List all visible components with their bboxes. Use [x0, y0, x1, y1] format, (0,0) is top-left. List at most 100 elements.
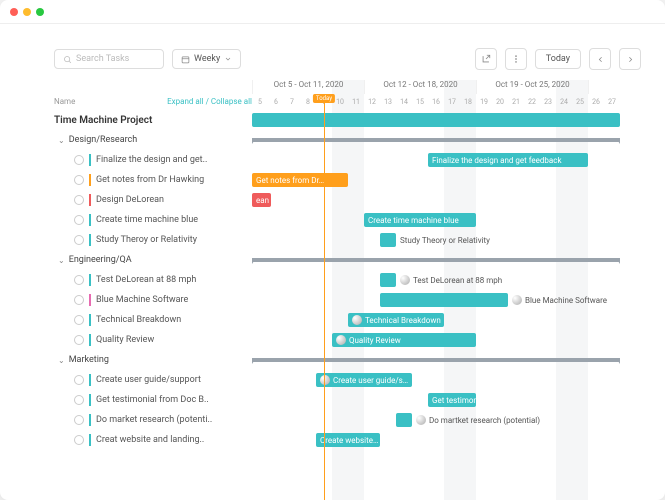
summary-bar[interactable]	[252, 138, 620, 142]
gantt-bar[interactable]: Quality Review	[332, 333, 476, 347]
group-row[interactable]: ⌄Design/Research	[54, 135, 137, 145]
task-row[interactable]: Design DeLorean	[54, 194, 164, 206]
day-label: 11	[348, 94, 364, 110]
bar-trail-label: Test DeLorean at 88 mph	[398, 273, 502, 287]
task-checkbox[interactable]	[74, 215, 84, 225]
task-label: Create user guide/support	[96, 375, 201, 385]
group-row[interactable]: ⌄ Engineering/QA	[54, 255, 132, 265]
today-chip: Today	[313, 94, 335, 103]
task-row[interactable]: Create user guide/support	[54, 374, 201, 386]
chevron-left-icon	[596, 55, 605, 64]
view-selector[interactable]: Weeky	[172, 49, 241, 69]
export-button[interactable]	[475, 48, 497, 70]
task-checkbox[interactable]	[74, 195, 84, 205]
day-label: 5	[252, 94, 268, 110]
gantt-bar[interactable]	[380, 273, 396, 287]
more-icon	[511, 54, 521, 64]
summary-bar[interactable]	[252, 358, 620, 362]
name-column-label: Name	[54, 97, 75, 106]
window-titlebar	[0, 0, 665, 24]
group-label: Design/Research	[69, 135, 138, 145]
task-checkbox[interactable]	[74, 435, 84, 445]
task-list-header: Name Expand all / Collapse all	[54, 80, 252, 110]
gantt-bar[interactable]: Get notes from Dr…	[252, 173, 348, 187]
day-label: 14	[396, 94, 412, 110]
task-row[interactable]: Test DeLorean at 88 mph	[54, 274, 196, 286]
task-row[interactable]: Technical Breakdown	[54, 314, 181, 326]
bar-label: Finalize the design and get feedback	[432, 156, 562, 165]
day-label: 15	[412, 94, 428, 110]
day-label: 12	[364, 94, 380, 110]
gantt-bar[interactable]	[396, 413, 412, 427]
task-checkbox[interactable]	[74, 155, 84, 165]
date-header: Oct 5 - Oct 11, 2020Oct 12 - Oct 18, 202…	[252, 80, 641, 110]
gantt-bar[interactable]	[380, 293, 508, 307]
content-area: Search Tasks Weeky Today	[0, 24, 665, 500]
task-row[interactable]: Do market research (potenti..	[54, 414, 212, 426]
task-color-mark	[89, 234, 91, 246]
expand-collapse-actions[interactable]: Expand all / Collapse all	[167, 97, 252, 106]
task-checkbox[interactable]	[74, 275, 84, 285]
task-row[interactable]: Create time machine blue	[54, 214, 198, 226]
prev-button[interactable]	[589, 48, 611, 70]
gantt-bar[interactable]: ean	[252, 193, 271, 207]
task-checkbox[interactable]	[74, 375, 84, 385]
task-color-mark	[89, 214, 91, 226]
week-label: Oct 19 - Oct 25, 2020	[476, 80, 588, 94]
task-checkbox[interactable]	[74, 335, 84, 345]
chevron-down-icon: ⌄	[58, 256, 65, 265]
task-checkbox[interactable]	[74, 395, 84, 405]
task-row[interactable]: Study Theroy or Relativity	[54, 234, 197, 246]
task-row[interactable]: Get testimonial from Doc B..	[54, 394, 209, 406]
next-button[interactable]	[619, 48, 641, 70]
day-label: 13	[380, 94, 396, 110]
task-row[interactable]: Creat website and landing..	[54, 434, 204, 446]
bar-label: Quality Review	[349, 336, 401, 345]
task-label: Test DeLorean at 88 mph	[96, 275, 196, 285]
task-checkbox[interactable]	[74, 175, 84, 185]
task-label: Get testimonial from Doc B..	[96, 395, 209, 405]
gantt-bar[interactable]: Get testimoni..	[428, 393, 476, 407]
timeline[interactable]: Oct 5 - Oct 11, 2020Oct 12 - Oct 18, 202…	[252, 80, 641, 500]
task-row[interactable]: Get notes from Dr Hawking	[54, 174, 204, 186]
gantt-bar[interactable]	[380, 233, 396, 247]
task-checkbox[interactable]	[74, 235, 84, 245]
search-input[interactable]: Search Tasks	[54, 49, 164, 69]
gantt-bar[interactable]: Create website…	[316, 433, 380, 447]
task-label: Technical Breakdown	[96, 315, 181, 325]
day-label: 21	[508, 94, 524, 110]
avatar	[320, 375, 330, 385]
gantt-bar[interactable]: Create time machine blue	[364, 213, 476, 227]
avatar	[512, 295, 522, 305]
bar-label: Create website…	[320, 436, 378, 445]
more-button[interactable]	[505, 48, 527, 70]
minimize-dot[interactable]	[23, 8, 31, 16]
close-dot[interactable]	[10, 8, 18, 16]
gantt-bar[interactable]: Finalize the design and get feedback	[428, 153, 588, 167]
task-color-mark	[89, 334, 91, 346]
bar-label: Create user guide/s…	[333, 376, 408, 385]
summary-bar[interactable]	[252, 258, 620, 262]
view-label: Weeky	[194, 54, 220, 64]
group-label: Engineering/QA	[69, 255, 132, 265]
group-label: Marketing	[69, 355, 109, 365]
task-row[interactable]: Finalize the design and get..	[54, 154, 207, 166]
task-color-mark	[89, 154, 91, 166]
task-row[interactable]: Blue Machine Software	[54, 294, 188, 306]
today-button[interactable]: Today	[535, 49, 581, 69]
task-checkbox[interactable]	[74, 315, 84, 325]
day-label: 23	[540, 94, 556, 110]
task-checkbox[interactable]	[74, 295, 84, 305]
gantt-bar[interactable]: Technical Breakdown	[348, 313, 444, 327]
task-label: Study Theroy or Relativity	[96, 235, 197, 245]
gantt-bar[interactable]: Create user guide/s…	[316, 373, 412, 387]
task-color-mark	[89, 434, 91, 446]
task-row[interactable]: Quality Review	[54, 334, 154, 346]
group-row[interactable]: ⌄Marketing	[54, 355, 109, 365]
week-label: Oct 12 - Oct 18, 2020	[364, 80, 476, 94]
task-checkbox[interactable]	[74, 415, 84, 425]
gantt-bar[interactable]	[252, 113, 620, 127]
day-label: 27	[604, 94, 620, 110]
day-label: 6	[268, 94, 284, 110]
zoom-dot[interactable]	[36, 8, 44, 16]
